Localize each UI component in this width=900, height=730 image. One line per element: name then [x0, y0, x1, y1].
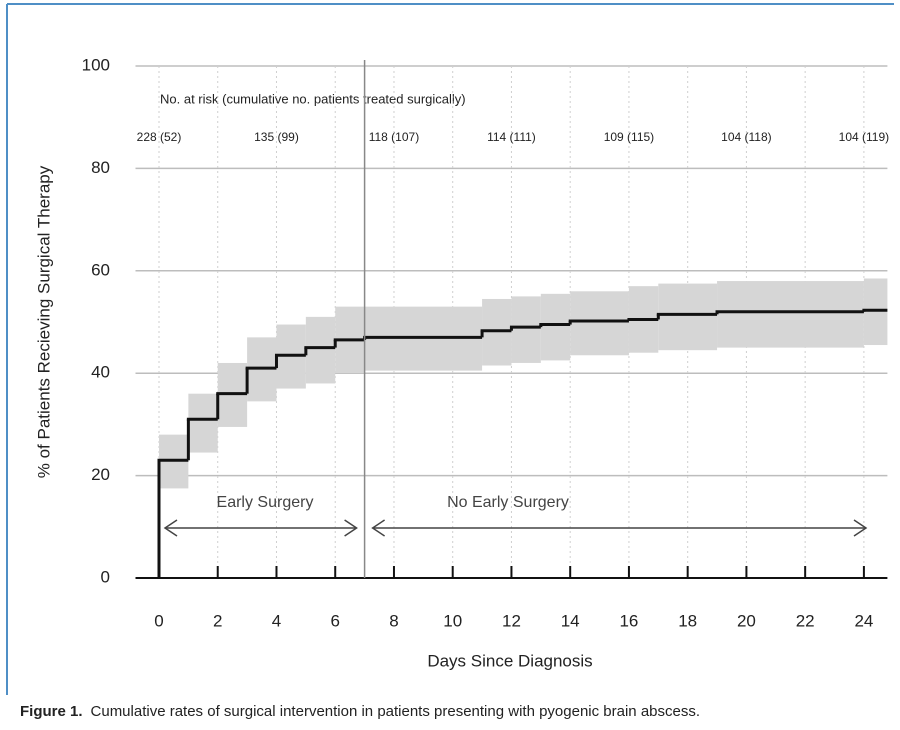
- caption-label: Figure 1.: [20, 703, 83, 720]
- x-tick-label: 0: [154, 611, 163, 630]
- confidence-band: [511, 296, 541, 363]
- x-tick-label: 22: [796, 611, 815, 630]
- x-tick-label: 8: [389, 611, 398, 630]
- at-risk-label: 114 (111): [487, 130, 536, 144]
- confidence-band: [658, 283, 718, 351]
- annotation: Early Surgery: [217, 494, 314, 511]
- at-risk-label: 135 (99): [254, 130, 299, 144]
- y-tick-label: 80: [91, 158, 110, 177]
- x-tick-label: 14: [561, 611, 580, 630]
- at-risk-title: No. at risk (cumulative no. patients tre…: [160, 91, 466, 106]
- confidence-band: [570, 291, 629, 356]
- at-risk-label: 118 (107): [369, 130, 419, 144]
- at-risk-label: 104 (118): [721, 130, 771, 144]
- x-tick-label: 18: [678, 611, 697, 630]
- at-risk-label: 228 (52): [137, 130, 182, 144]
- at-risk-label: 109 (115): [604, 130, 654, 144]
- y-tick-label: 20: [91, 465, 110, 484]
- x-tick-label: 20: [737, 611, 756, 630]
- x-tick-label: 16: [619, 611, 638, 630]
- x-tick-label: 10: [443, 611, 462, 630]
- x-tick-label: 6: [330, 611, 339, 630]
- confidence-band: [863, 278, 888, 346]
- arrow-head: [853, 519, 868, 537]
- arrow-head: [371, 519, 386, 537]
- y-tick-label: 0: [101, 567, 110, 586]
- caption: Figure 1. Cumulative rates of surgical in…: [20, 703, 700, 720]
- confidence-band: [540, 293, 571, 361]
- x-tick-label: 24: [854, 611, 873, 630]
- y-axis-title: % of Patients Recieving Surgical Therapy: [34, 165, 53, 478]
- x-tick-label: 4: [272, 611, 281, 630]
- annotation: No Early Surgery: [447, 494, 569, 511]
- confidence-band: [305, 316, 336, 384]
- x-tick-label: 2: [213, 611, 222, 630]
- y-tick-label: 60: [91, 260, 110, 279]
- arrow-head: [344, 519, 358, 537]
- caption-text: Cumulative rates of surgical interventio…: [91, 703, 701, 720]
- x-axis-title: Days Since Diagnosis: [427, 651, 592, 670]
- y-tick-label: 100: [82, 55, 110, 74]
- x-tick-label: 12: [502, 611, 521, 630]
- confidence-band: [482, 298, 512, 366]
- arrow-head: [163, 519, 178, 537]
- confidence-band: [188, 393, 218, 453]
- confidence-band: [717, 281, 864, 348]
- at-risk-label: 104 (119): [839, 130, 889, 144]
- y-tick-label: 40: [91, 363, 110, 382]
